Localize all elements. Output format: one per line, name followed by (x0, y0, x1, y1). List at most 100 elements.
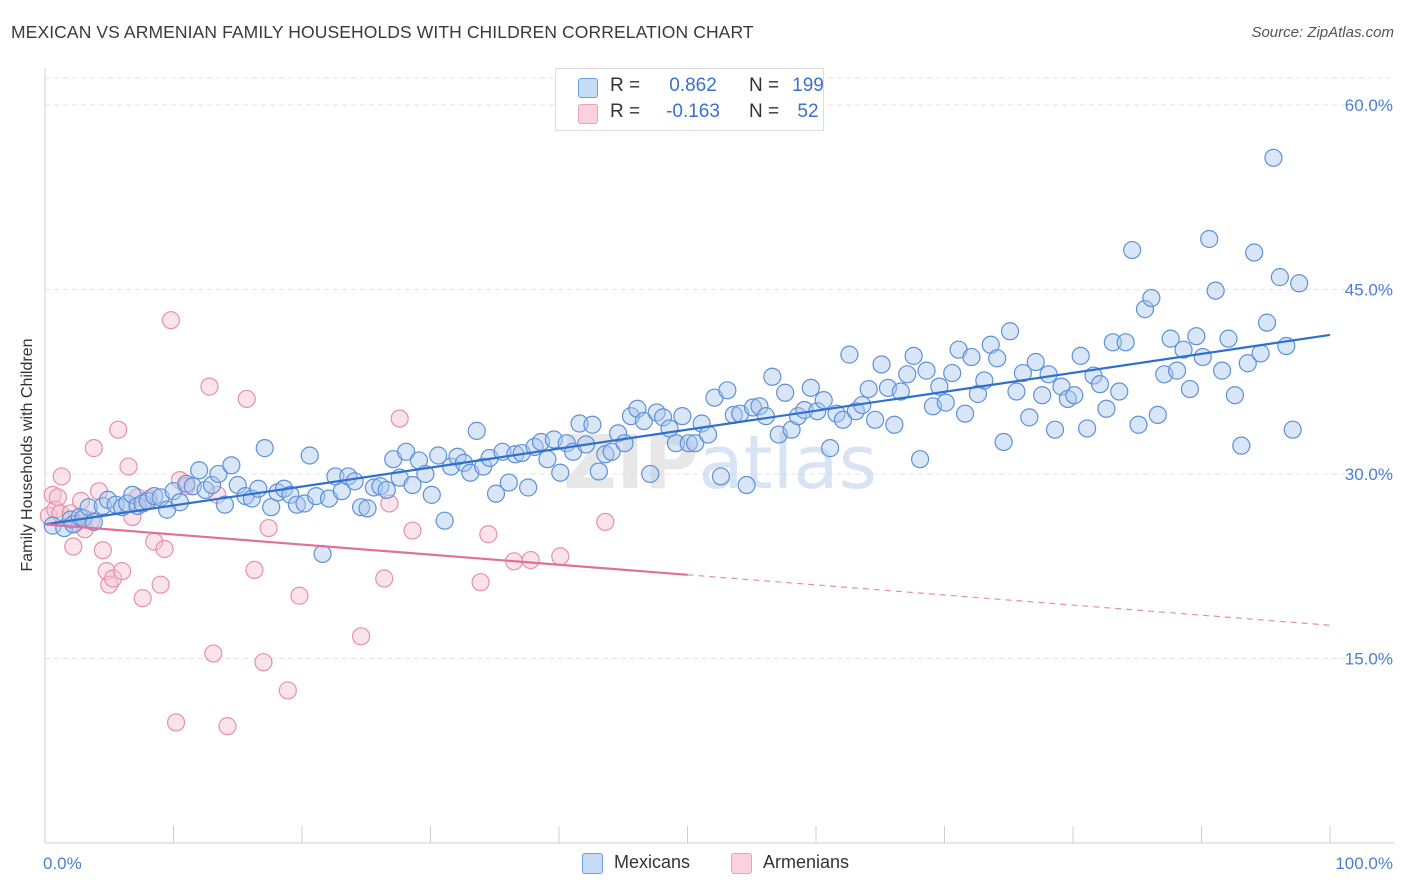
x-tick-label: 0.0% (43, 854, 82, 873)
mexicans-point (609, 424, 628, 443)
mexicans-point (1013, 363, 1032, 383)
mexicans-point (1090, 375, 1110, 394)
r-label: R = (610, 101, 641, 122)
n-label: N = (749, 101, 780, 122)
mexicans-point (1257, 313, 1277, 332)
mexicans-point (917, 361, 936, 380)
armenians-point (109, 420, 128, 439)
mexicans-point (1116, 333, 1135, 352)
legend-label-armenians: Armenians (763, 852, 850, 872)
mexicans-point (538, 450, 557, 469)
armenians-point (155, 539, 174, 559)
mexicans-point (936, 393, 955, 412)
mexicans-point (1232, 436, 1251, 455)
armenians-point (479, 525, 498, 544)
mexicans-point (1193, 347, 1212, 367)
armenians-point (112, 562, 132, 581)
mexicans-point (1212, 361, 1232, 380)
mexicans-point (1097, 399, 1116, 418)
armenians-trend-line (44, 523, 688, 576)
r-value: -0.163 (666, 101, 720, 122)
armenians-point (380, 494, 399, 513)
armenians-point (471, 573, 490, 592)
y-tick-label: 60.0% (1345, 96, 1393, 115)
mexicans-point (300, 446, 319, 465)
mexicans-point (1238, 354, 1257, 373)
mexicans-point (1251, 344, 1270, 363)
mexicans-point (1103, 333, 1122, 352)
armenians-point (551, 547, 570, 566)
mexicans-point (202, 475, 222, 495)
armenians-point (151, 575, 170, 594)
mexicans-point (551, 463, 570, 482)
armenians-point (93, 541, 112, 560)
mexicans-point (403, 475, 422, 495)
armenians-point (390, 409, 409, 428)
mexicans-point (653, 408, 673, 427)
armenians-point (403, 521, 422, 540)
mexicans-point (1148, 405, 1167, 425)
source-label: Source: ZipAtlas.com (1251, 24, 1394, 41)
y-tick-label: 30.0% (1345, 465, 1393, 484)
mexicans-point (1020, 408, 1039, 427)
mexicans-point (634, 411, 653, 431)
mexicans-point (673, 407, 692, 426)
mexicans-point (377, 480, 396, 500)
mexicans-swatch (582, 853, 603, 874)
armenians-point (48, 488, 67, 507)
armenians-trend-extension (687, 574, 1331, 626)
y-tick-labels: 15.0% 30.0% 45.0% 60.0% (1345, 96, 1393, 669)
mexicans-point (313, 544, 332, 564)
y-tick-label: 15.0% (1345, 649, 1393, 668)
mexicans-point (679, 434, 698, 453)
mexicans-point (287, 495, 306, 514)
mexicans-point (499, 473, 518, 492)
mexicans-point (583, 415, 602, 434)
mexicans-point (190, 461, 209, 480)
armenians-swatch (731, 853, 752, 874)
correlation-legend: R = 0.862 N = 199 R = -0.163 N = 52 (555, 68, 824, 131)
mexicans-point (833, 410, 853, 429)
mexicans-point (602, 442, 621, 461)
mexicans-point (988, 349, 1007, 368)
mexicans-point (814, 391, 833, 410)
mexicans-point (698, 425, 718, 444)
x-tick-label: 100.0% (1335, 854, 1393, 873)
armenians-point (84, 439, 103, 458)
mexicans-point (1065, 386, 1084, 405)
armenians-points (39, 311, 615, 736)
armenians-point (237, 389, 256, 409)
mexicans-point (145, 486, 164, 506)
armenians-point (204, 644, 223, 663)
mexicans-point (222, 456, 241, 475)
armenians-point (218, 717, 237, 736)
mexicans-point (994, 432, 1013, 452)
armenians-point (290, 586, 309, 605)
mexicans-point (1078, 419, 1097, 438)
mexicans-point (467, 421, 486, 440)
axes (44, 68, 1394, 844)
mexicans-point (209, 464, 228, 484)
mexicans-point (1129, 415, 1148, 434)
mexicans-point (795, 400, 814, 420)
armenians-point (52, 467, 71, 486)
mexicans-point (750, 397, 769, 416)
armenians-point (166, 713, 186, 732)
n-value: 52 (797, 101, 819, 122)
mexicans-point (866, 410, 885, 429)
mexicans-point (801, 378, 820, 397)
mexicans-point (666, 434, 686, 453)
mexicans-point (255, 439, 274, 458)
y-tick-label: 45.0% (1345, 280, 1393, 299)
mexicans-point (429, 446, 448, 465)
mexicans-point (686, 434, 705, 453)
mexicans-point (358, 499, 377, 518)
armenians-point (278, 681, 297, 700)
mexicans-point (711, 467, 731, 486)
mexicans-point (1135, 300, 1155, 319)
mexicans-point (1033, 386, 1052, 405)
mexicans-point (904, 346, 923, 365)
mexicans-point (1283, 420, 1302, 439)
mexicans-point (570, 414, 589, 433)
